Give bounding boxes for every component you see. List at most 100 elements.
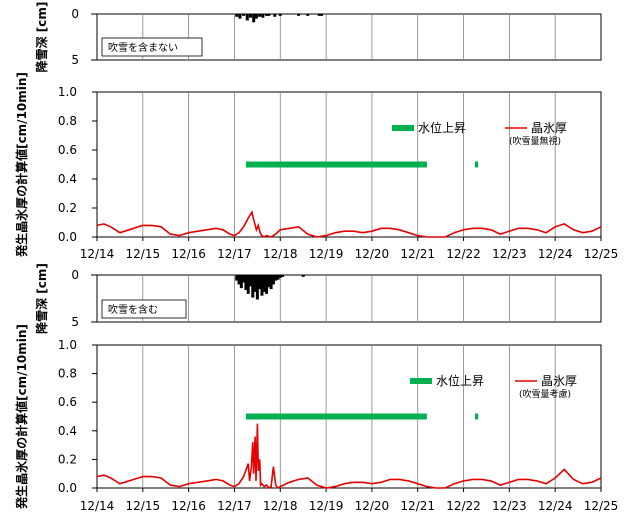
x-tick-label: 12/18	[263, 247, 298, 261]
x-tick-label: 12/25	[584, 247, 619, 261]
ice-thickness-line	[96, 423, 602, 490]
snow-y-tick: 5	[71, 315, 79, 329]
legend-ice-sublabel: (吹雪量考慮)	[519, 388, 571, 400]
x-tick-label: 12/22	[446, 499, 481, 513]
snow-bar	[269, 275, 273, 290]
snow-bar	[261, 14, 265, 18]
ice-y-tick: 0.2	[58, 452, 77, 466]
snow-y-tick: 5	[71, 53, 79, 67]
snow-bar	[242, 14, 246, 16]
x-tick-label: 12/20	[355, 499, 390, 513]
snow-bar	[281, 275, 285, 277]
x-tick-label: 12/18	[263, 499, 298, 513]
x-tick-label: 12/19	[309, 247, 344, 261]
snow-bar	[248, 275, 252, 287]
snow-bar	[262, 275, 266, 292]
x-tick-label: 12/14	[80, 247, 115, 261]
ice-plot-frame	[96, 91, 602, 238]
legend-water-label: 水位上昇	[436, 373, 484, 388]
snow-bar	[235, 275, 239, 281]
snow-bar	[267, 14, 271, 16]
snow-bar	[242, 275, 246, 283]
snow-bar	[265, 14, 269, 16]
x-tick-label: 12/19	[309, 499, 344, 513]
x-tick-label: 12/20	[355, 247, 390, 261]
note-box	[101, 37, 203, 57]
snow-bar	[320, 14, 324, 16]
snow-bar	[254, 14, 258, 19]
snow-bar	[260, 275, 264, 296]
snow-bar	[265, 275, 269, 294]
legend-ice-sublabel: (吹雪量無視)	[509, 135, 561, 147]
ice-y-tick: 0.0	[58, 481, 77, 495]
x-tick-label: 12/15	[126, 247, 161, 261]
ice-y-axis-label: 発生晶氷厚の計算値[cm/10min]	[14, 324, 29, 510]
note-text: 吹雪を含む	[108, 303, 158, 316]
snow-bar	[252, 14, 256, 23]
legend-ice-label: 晶氷厚	[541, 374, 577, 388]
snow-bar	[248, 14, 252, 18]
x-tick-label: 12/17	[217, 247, 252, 261]
x-tick-label: 12/15	[126, 499, 161, 513]
snow-bar	[271, 275, 275, 285]
snow-bar	[273, 14, 277, 17]
snow-bar	[276, 275, 280, 280]
ice-y-axis-label: 発生晶氷厚の計算値[cm/10min]	[14, 72, 29, 258]
ice-y-tick: 0.6	[58, 395, 77, 409]
snow-bar	[245, 14, 249, 21]
snow-bar	[278, 14, 282, 16]
x-tick-label: 12/14	[80, 499, 115, 513]
ice-y-tick: 1.0	[58, 338, 77, 352]
snow-bar	[301, 275, 305, 277]
x-tick-label: 12/24	[538, 499, 573, 513]
legend-water-label: 水位上昇	[418, 120, 466, 135]
x-tick-label: 12/25	[584, 499, 619, 513]
snow-bar	[317, 14, 321, 16]
snow-bar	[255, 275, 259, 300]
ice-y-tick: 1.0	[58, 85, 77, 99]
snow-y-axis-label: 降雪深 [cm]	[34, 263, 49, 334]
note-text: 吹雪を含まない	[108, 41, 178, 54]
x-tick-label: 12/21	[400, 499, 435, 513]
snow-bar	[237, 275, 241, 285]
snow-bar	[253, 275, 257, 292]
snow-bar	[244, 275, 248, 291]
snow-y-axis-label: 降雪深 [cm]	[34, 2, 49, 73]
ice-y-tick: 0.2	[58, 201, 77, 215]
snow-y-tick: 0	[71, 268, 79, 282]
x-tick-label: 12/17	[217, 499, 252, 513]
ice-thickness-line	[96, 210, 602, 238]
snow-plot-frame	[96, 274, 602, 323]
snow-bar	[238, 14, 242, 19]
x-tick-label: 12/23	[492, 499, 527, 513]
x-tick-label: 12/16	[171, 247, 206, 261]
snow-bar	[239, 275, 243, 289]
x-tick-label: 12/24	[538, 247, 573, 261]
ice-plot-frame	[96, 344, 602, 489]
snow-bar	[258, 275, 262, 290]
snow-bar	[251, 275, 255, 298]
ice-y-tick: 0.4	[58, 424, 77, 438]
ice-y-tick: 0.8	[58, 367, 77, 381]
x-tick-label: 12/21	[400, 247, 435, 261]
snow-bar	[267, 275, 271, 288]
legend-ice-label: 晶氷厚	[531, 121, 567, 135]
snow-bar	[278, 275, 282, 278]
snow-bar	[258, 14, 262, 17]
x-tick-label: 12/16	[171, 499, 206, 513]
snow-bar	[235, 14, 239, 17]
snow-bar	[246, 275, 250, 294]
snow-bar	[274, 275, 278, 281]
ice-y-tick: 0.4	[58, 172, 77, 186]
ice-y-tick: 0.8	[58, 114, 77, 128]
snow-y-tick: 0	[71, 7, 79, 21]
x-tick-label: 12/23	[492, 247, 527, 261]
ice-y-tick: 0.0	[58, 230, 77, 244]
note-box	[101, 299, 187, 319]
ice-y-tick: 0.6	[58, 143, 77, 157]
snow-bar	[306, 14, 310, 16]
snow-plot-frame	[96, 13, 602, 61]
x-tick-label: 12/22	[446, 247, 481, 261]
